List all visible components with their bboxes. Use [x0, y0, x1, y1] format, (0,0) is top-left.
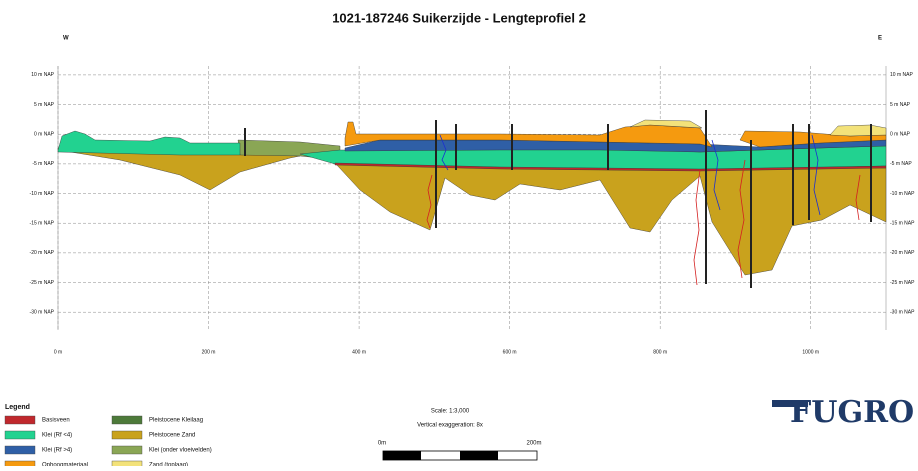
- legend-swatch: [112, 431, 142, 439]
- y-tick-label: -30 m NAP: [890, 310, 915, 316]
- layer: [335, 160, 886, 275]
- cpt-trace: [694, 170, 700, 285]
- y-tick-label: 10 m NAP: [31, 72, 54, 78]
- legend-label: Pleistocene Zand: [149, 433, 195, 439]
- west-label: W: [63, 36, 69, 42]
- east-label: E: [878, 36, 882, 42]
- x-tick-label: 800 m: [653, 349, 667, 355]
- legend-label: Ophoogmateriaal: [42, 463, 88, 466]
- x-tick-label: 1000 m: [802, 349, 819, 355]
- y-tick-label: 10 m NAP: [890, 72, 913, 78]
- y-tick-label: -10 m NAP: [30, 191, 55, 197]
- y-tick-label: 0 m NAP: [890, 132, 911, 138]
- exaggeration-text: Vertical exaggeration: 8x: [417, 423, 483, 429]
- layer: [58, 131, 240, 155]
- legend-swatch: [112, 416, 142, 424]
- chart: 1021-187246 Suikerzijde - Lengteprofiel …: [0, 0, 918, 466]
- layers: [58, 120, 886, 275]
- legend-swatch: [5, 461, 35, 466]
- y-tick-label: -5 m NAP: [890, 161, 912, 167]
- legend-label: Basisveen: [42, 418, 70, 424]
- layer: [830, 125, 886, 136]
- x-tick-label: 400 m: [352, 349, 366, 355]
- y-tick-label: -20 m NAP: [30, 250, 55, 256]
- scale-text: Scale: 1:3,000: [431, 409, 470, 415]
- legend-swatch: [112, 446, 142, 454]
- legend-label: Klei (onder vloeivelden): [149, 448, 212, 454]
- chart-title: 1021-187246 Suikerzijde - Lengteprofiel …: [332, 10, 586, 25]
- legend-label: Pleistocene Kleilaag: [149, 418, 203, 424]
- legend-label: Klei (Rf >4): [42, 448, 72, 454]
- y-tick-label: -30 m NAP: [30, 310, 55, 316]
- x-tick-label: 600 m: [503, 349, 517, 355]
- legend-label: Klei (Rf <4): [42, 433, 72, 439]
- legend-title: Legend: [5, 404, 30, 411]
- y-tick-label: -15 m NAP: [30, 221, 55, 227]
- y-tick-label: -25 m NAP: [30, 280, 55, 286]
- legend-swatch: [5, 416, 35, 424]
- logo: FUGRO: [772, 395, 914, 430]
- scalebar: [383, 451, 537, 460]
- y-tick-label: -10 m NAP: [890, 191, 915, 197]
- legend-swatch: [5, 431, 35, 439]
- y-tick-label: -25 m NAP: [890, 280, 915, 286]
- y-tick-label: 5 m NAP: [890, 102, 911, 108]
- scalebar-segment: [383, 451, 421, 460]
- scalebar-segment: [460, 451, 498, 460]
- scalebar-start: 0m: [378, 441, 386, 447]
- legend-swatch: [5, 446, 35, 454]
- scalebar-end: 200m: [526, 441, 541, 447]
- y-tick-label: 0 m NAP: [34, 132, 55, 138]
- logo-text: FUGRO: [790, 395, 914, 430]
- y-tick-label: -15 m NAP: [890, 221, 915, 227]
- y-tick-label: -20 m NAP: [890, 250, 915, 256]
- x-tick-label: 200 m: [202, 349, 216, 355]
- y-tick-label: 5 m NAP: [34, 102, 55, 108]
- y-tick-label: -5 m NAP: [32, 161, 54, 167]
- legend-swatch: [112, 461, 142, 466]
- legend-label: Zand (toplaag): [149, 463, 188, 466]
- x-tick-label: 0 m: [54, 349, 62, 355]
